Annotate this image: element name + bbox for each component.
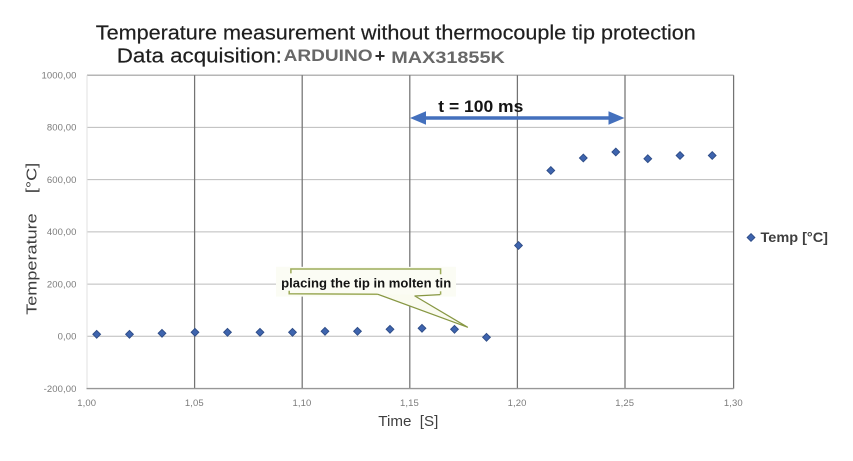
svg-text:800,00: 800,00 [47, 123, 77, 134]
svg-text:ARDUINO: ARDUINO [284, 47, 373, 65]
svg-text:Data acquisition:: Data acquisition: [117, 45, 282, 67]
svg-text:200,00: 200,00 [47, 279, 77, 290]
svg-text:1,25: 1,25 [615, 398, 634, 409]
svg-text:1,00: 1,00 [77, 398, 96, 409]
svg-text:600,00: 600,00 [47, 175, 77, 186]
svg-text:0,00: 0,00 [58, 332, 77, 343]
svg-text:-200,00: -200,00 [44, 384, 77, 395]
svg-text:1000,00: 1000,00 [41, 70, 76, 81]
svg-text:1,20: 1,20 [508, 398, 527, 409]
svg-text:Time [S]: Time [S] [378, 413, 438, 430]
svg-text:1,10: 1,10 [292, 398, 311, 409]
svg-text:+: + [375, 46, 386, 66]
svg-text:placing the tip in molten tin: placing the tip in molten tin [281, 275, 451, 290]
svg-text:Temperature [°C]: Temperature [°C] [24, 163, 41, 315]
svg-text:Temp [°C]: Temp [°C] [761, 230, 829, 245]
svg-text:MAX31855K: MAX31855K [391, 48, 505, 67]
svg-text:1,15: 1,15 [400, 398, 419, 409]
svg-text:1,30: 1,30 [724, 398, 743, 409]
svg-text:t = 100 ms: t = 100 ms [438, 98, 523, 116]
svg-text:1,05: 1,05 [185, 398, 204, 409]
svg-text:Temperature measurement withou: Temperature measurement without thermoco… [96, 22, 696, 44]
svg-text:400,00: 400,00 [47, 227, 77, 238]
